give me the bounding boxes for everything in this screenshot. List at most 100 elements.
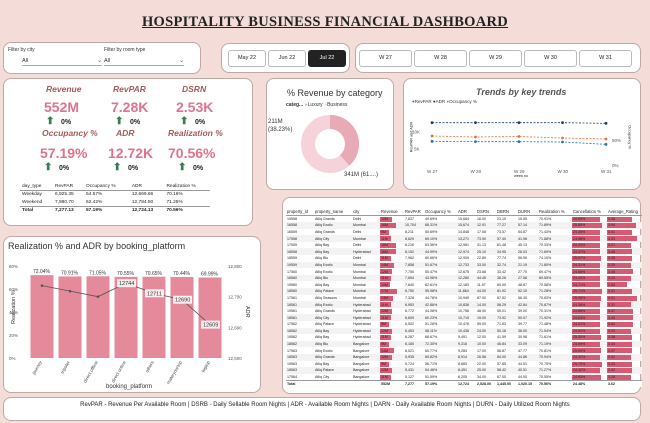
table-cell: Mumbai [352,261,380,269]
column-header[interactable]: DURN [517,208,538,216]
cell-value: 50.07 [518,315,527,320]
bar-makeyourtrip[interactable] [170,276,194,358]
data-bar [572,374,601,380]
table-row[interactable]: 18563 Atliq Palace Bangalore 12M 5,431 54.46%… [286,367,642,374]
table-row[interactable]: 16562 Atliq Bay Hyderabad 12M 6,453 58.11% 10,… [286,327,642,335]
cell-value: 12M [381,269,388,274]
legend-dot-occupancy: ● [446,99,450,104]
column-header[interactable]: Occupancy % [424,208,457,216]
table-row[interactable]: 17563 Atliq Exotic Bangalore 14M 6,021 60.77%… [286,347,642,354]
bar-direct-online[interactable] [114,276,138,358]
city-filter-select[interactable]: All ⌄ [22,58,102,66]
series-point [561,121,564,125]
table-row[interactable]: 16561 Atliq Exotic Hyderabad 11M 6,953 42.86%… [286,301,642,308]
table-cell: 36.26 [496,274,517,282]
data-bar [572,256,602,262]
table-row[interactable]: 18562 Atliq Blu Bangalore 9M 6,180 72.30% 9,31… [286,340,642,348]
column-header[interactable]: Revenue [380,208,404,216]
bar-logtrip[interactable] [198,277,222,358]
month-button-may[interactable]: May 22 [228,50,266,67]
table-cell: 19558 [286,216,314,223]
data-bar [380,322,389,327]
table-row[interactable]: 17559 Atliq Bay Delhi 16M 8,216 63.56% 12,981 3… [286,242,642,249]
table-row[interactable]: 16560 Atliq Blu Mumbai 11M 7,654 43.96% 12,280… [286,274,642,282]
cell-value: 42.84 [518,302,527,307]
table-row[interactable]: 17560 Atliq Exotic Mumbai 12M 7,750 50.47% 12,… [286,268,642,275]
column-header[interactable]: property_id [286,208,314,216]
table-cell: 24.83% [572,374,607,381]
cell-value: Atliq Grands [315,355,335,360]
cell-value: 6,953 [405,302,414,307]
cell-value: Mumbai [353,262,366,267]
column-header[interactable]: ADR [457,208,476,216]
table-row[interactable]: 19558 Atliq Grands Delhi 12M 7,837 49.69% 15,6… [286,216,642,223]
cell-value: 8,211 [405,229,414,234]
column-header[interactable]: city [352,208,380,216]
cell-value: 70.81% [539,348,552,353]
table-cell: 3.23 [607,327,642,335]
cell-value: 6,021 [405,348,414,353]
table-row[interactable]: 18558 Atliq Bay Hyderabad 16M 8,152 44.99% 12,… [286,248,642,256]
table-cell: 19.00 [476,314,496,321]
column-header[interactable]: DBRN [496,208,517,216]
column-header[interactable]: RevPAR [404,208,424,216]
week-button-31[interactable]: W 31 [579,50,632,67]
series-point [604,121,608,125]
table-cell: 11M [380,334,404,341]
table-row[interactable]: 17562 Atliq Palace Hyderabad 9M 6,502 51.28% 1… [286,321,642,328]
cell-value: 16560 [287,276,297,281]
table-row[interactable]: 19561 Atliq Grands Hyderabad 12M 6,772 44.08%… [286,308,642,315]
table-cell: 18560 [286,288,314,295]
bar-direct-offline[interactable] [86,276,110,358]
cell-value: Bangalore [353,361,370,366]
column-header[interactable]: DSRN [476,208,496,216]
table-cell: 55.98% [424,288,457,295]
week-button-30[interactable]: W 30 [524,50,577,67]
cell-value: 3.52 [608,322,615,327]
table-row[interactable]: 17564 Atliq City Bangalore 11M 5,127 51.59% 8,… [286,374,642,381]
week-button-28[interactable]: W 28 [414,50,467,67]
cell-value: 24.66% [573,309,586,314]
cell-value: Atliq Bay [315,361,330,366]
cell-value: 52.10 [518,289,527,294]
column-header[interactable]: property_name [314,208,352,216]
bar-others[interactable] [142,276,166,358]
data-bar [572,236,601,242]
cell-value: 24.71% [573,282,586,287]
bar-journey[interactable] [30,275,54,358]
table-row[interactable]: 18560 Atliq Palace Mumbai 17M 6,750 55.98% 11,… [286,288,642,295]
cell-value: 4.01 [608,295,615,300]
arrow-up-icon: ⬆ [113,162,122,173]
cell-value: 9,318 [458,342,467,347]
cell-value: 9,284 [458,348,467,353]
column-header[interactable]: Cancellation % [572,208,607,216]
table-row[interactable]: 19560 Atliq Bay Mumbai 10M 7,640 62.61% 12,183… [286,281,642,288]
data-bar [380,374,391,380]
table-row[interactable]: 16563 Atliq Grands Bangalore 12M 5,935 69.82%… [286,353,642,361]
bar-tripster[interactable] [58,276,82,358]
table-row[interactable]: 18559 Atliq Blu Delhi 11M 7,962 60.66% 12,909 2… [286,255,642,262]
week-button-27[interactable]: W 27 [359,50,412,67]
week-button-29[interactable]: W 29 [469,50,522,67]
table-cell: 3.33 [607,361,642,368]
table-cell: 24.37% [572,248,607,256]
table-row[interactable]: 19559 Atliq Exotic Mumbai 14M 7,858 51.67% 12,… [286,261,642,269]
adr-value-label: 12690 [175,298,190,304]
table-row[interactable]: 19562 Atliq Bay Hyderabad 11M 6,287 68.67% 9,4… [286,334,642,341]
room-type-filter-select[interactable]: All ⌄ [104,58,184,66]
table-cell: 54.46% [424,367,457,374]
cell-value: 12,675 [458,269,469,274]
table-row[interactable]: 17558 Atliq City Mumbai 11M 8,629 69.10% 13,27… [286,235,642,242]
table-cell: 13M [380,295,404,302]
cell-value: 10,836 [458,302,469,307]
table-row[interactable]: 17561 Atliq Seasons Mumbai 13M 7,328 44.78% 10… [286,295,642,302]
table-row[interactable]: 16558 Atliq Exotic Mumbai 16M 10,704 68.31% 15… [286,222,642,229]
column-header[interactable]: Average_Rating [607,208,642,216]
month-button-jun[interactable]: Jun 22 [268,50,306,67]
column-header[interactable]: Realization % [538,208,572,216]
month-button-jul[interactable]: Jul 22 [308,50,346,67]
table-row[interactable]: 19563 Atliq Bay Bangalore 9M 5,724 56.71% 8,68… [286,361,642,368]
table-row[interactable]: 16559 Atliq Grands Delhi 9M 8,211 50.69% 14,84… [286,229,642,236]
table-row[interactable]: 18561 Atliq City Hyderabad 11M 6,609 60.23% 10… [286,314,642,321]
cell-value: 16562 [287,328,297,333]
